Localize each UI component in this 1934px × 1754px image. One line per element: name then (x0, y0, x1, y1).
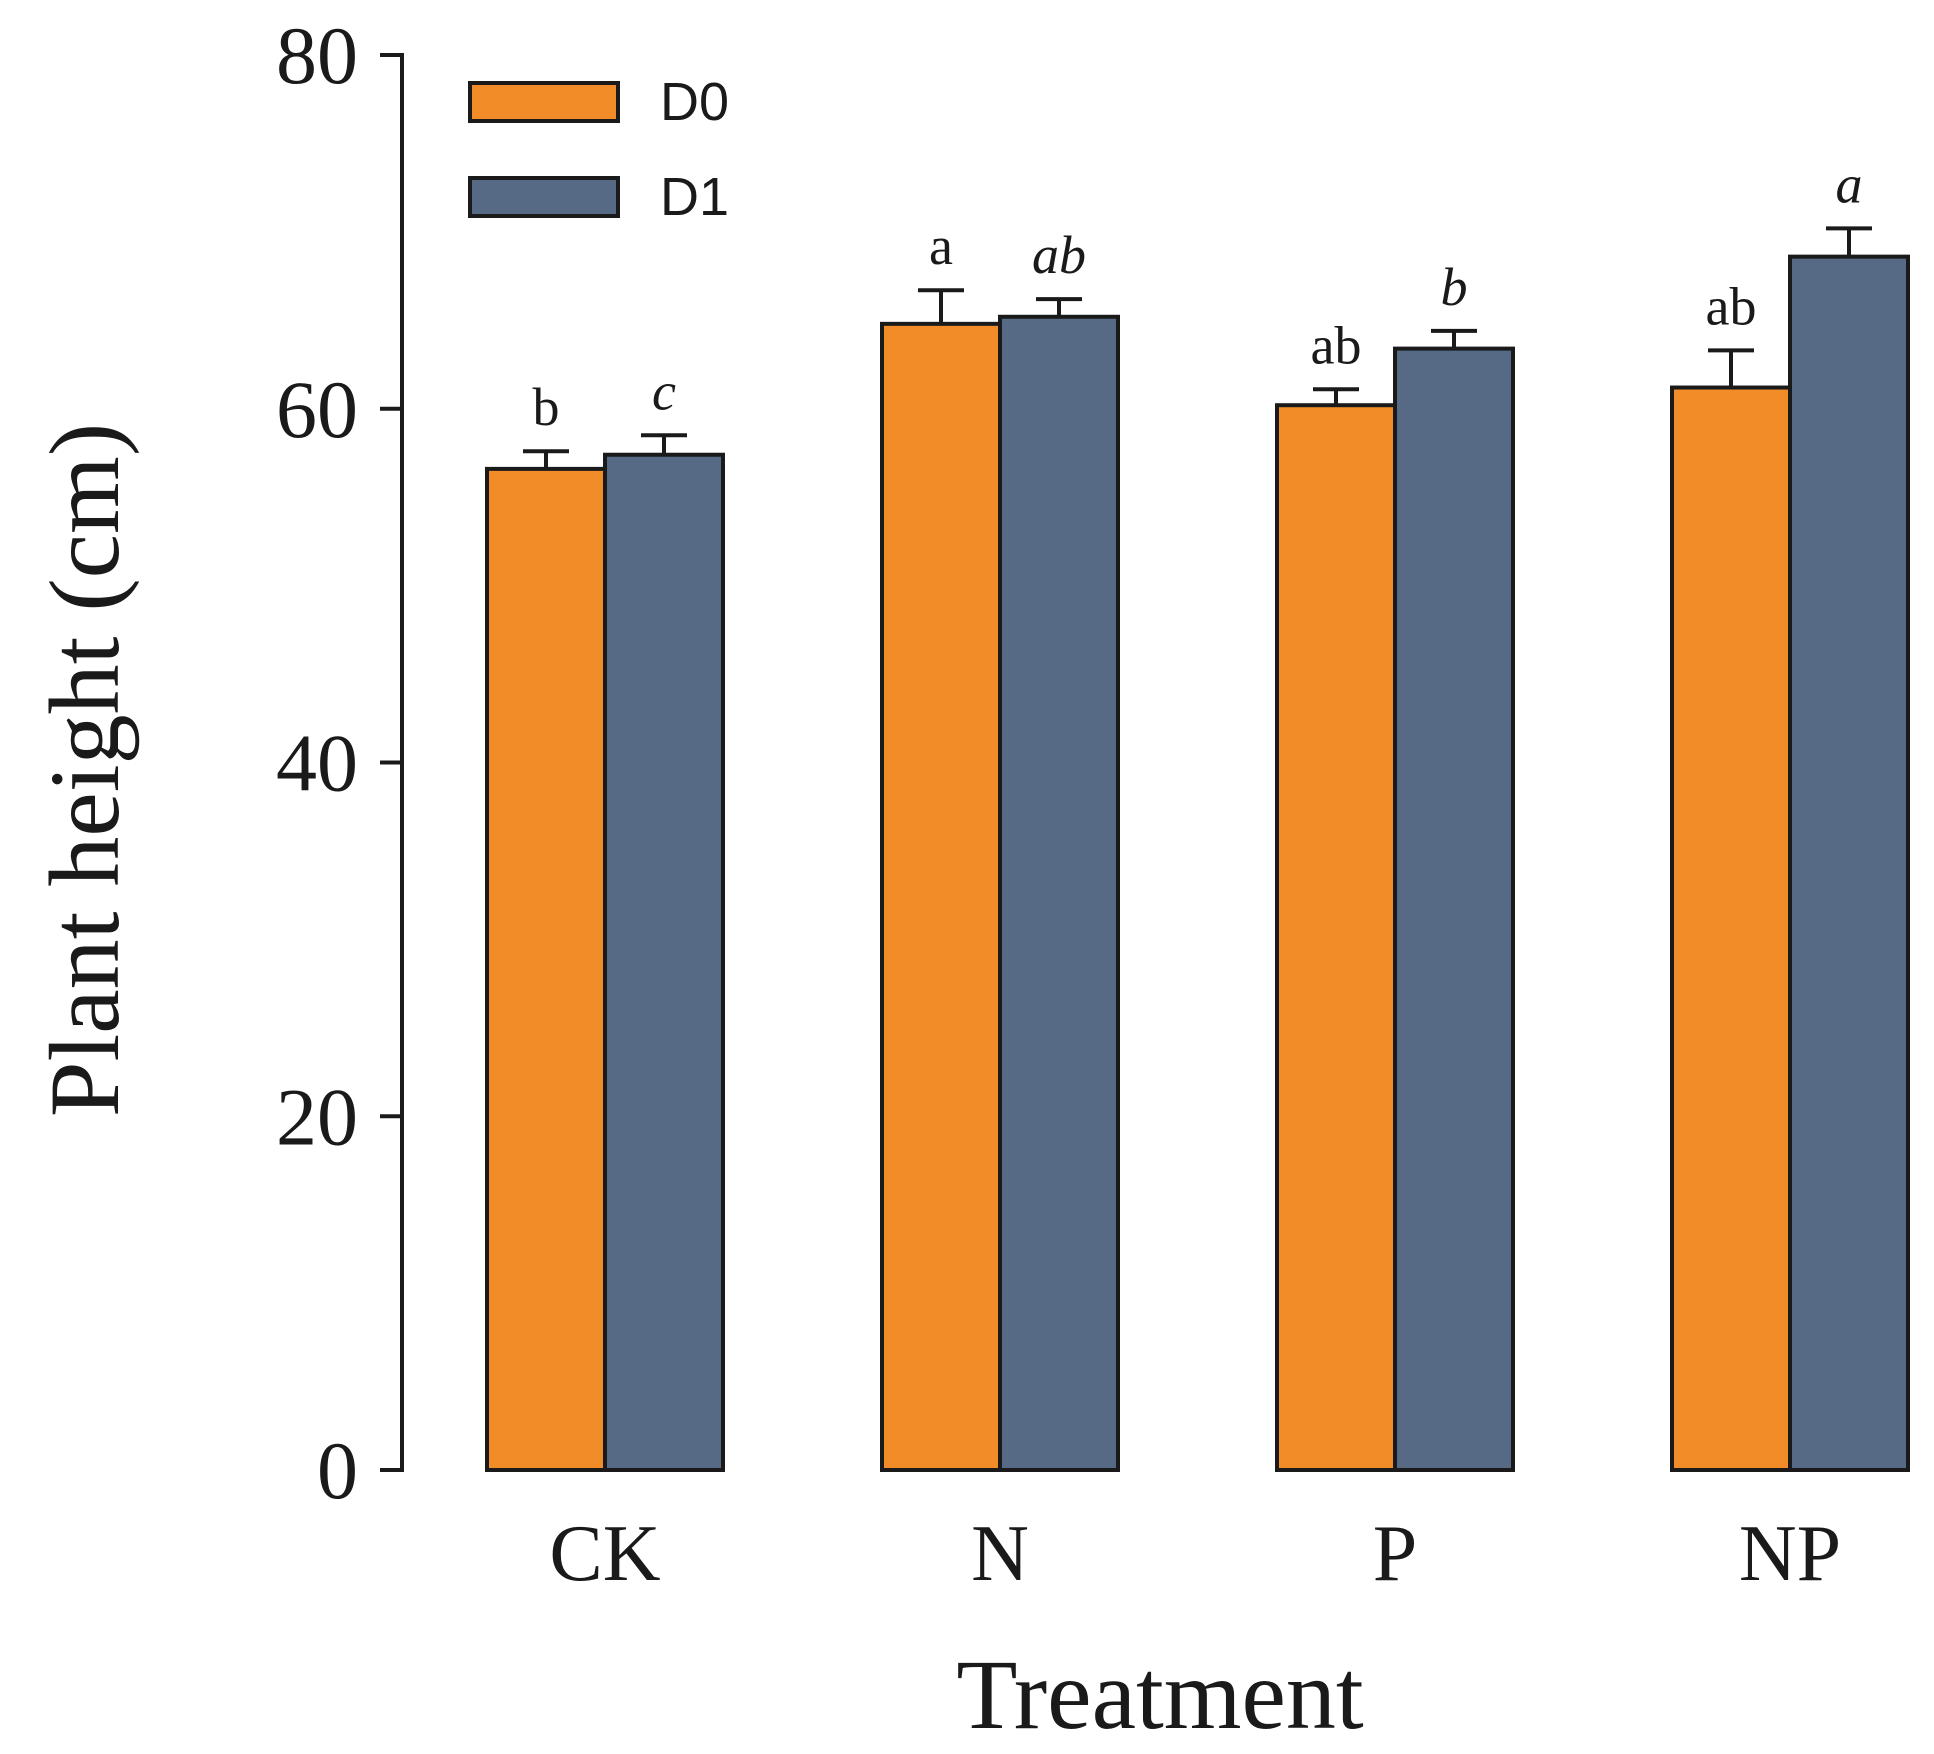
labels-layer: b c CK a ab Nab b Pab a NP (533, 154, 1863, 1598)
legend: D0 D1 (468, 72, 729, 227)
y-tick-label-60: 60 (276, 364, 358, 455)
sig-letter-D1-N: ab (1032, 225, 1086, 285)
y-tick-label-20: 20 (276, 1071, 358, 1162)
legend-swatch-D1 (468, 176, 620, 218)
legend-swatch-D0 (468, 81, 620, 123)
x-tick-label-P: P (1373, 1510, 1418, 1598)
bar-D1-CK (603, 452, 725, 1472)
sig-letter-D0-P: ab (1311, 315, 1362, 375)
bar-D1-P (1393, 346, 1515, 1472)
y-tick-label-40: 40 (276, 718, 358, 809)
sig-letter-D1-NP: a (1836, 154, 1863, 214)
x-tick-label-N: N (971, 1510, 1029, 1598)
bar-D0-P (1275, 403, 1397, 1472)
legend-label-D1: D1 (660, 167, 729, 227)
x-tick-label-NP: NP (1739, 1510, 1841, 1598)
x-tick-label-CK: CK (549, 1510, 660, 1598)
bar-D0-NP (1670, 385, 1792, 1472)
legend-label-D0: D0 (660, 72, 729, 132)
x-axis-title: Treatment (956, 1639, 1364, 1750)
sig-letter-D0-N: a (929, 216, 953, 276)
bar-D1-N (998, 314, 1120, 1472)
y-axis-title: Plant height (cm) (29, 423, 140, 1117)
bars-layer (485, 226, 1910, 1473)
bar-D0-CK (485, 466, 607, 1472)
bar-D1-NP (1788, 254, 1910, 1473)
sig-letter-D0-NP: ab (1706, 276, 1757, 336)
y-tick-label-0: 0 (317, 1425, 358, 1516)
bar-D0-N (880, 321, 1002, 1473)
y-tick-label-80: 80 (276, 10, 358, 101)
sig-letter-D1-P: b (1441, 257, 1468, 317)
sig-letter-D0-CK: b (533, 377, 560, 437)
axes-layer: 0 20 40 60 80 (276, 10, 404, 1516)
sig-letter-D1-CK: c (652, 361, 676, 421)
